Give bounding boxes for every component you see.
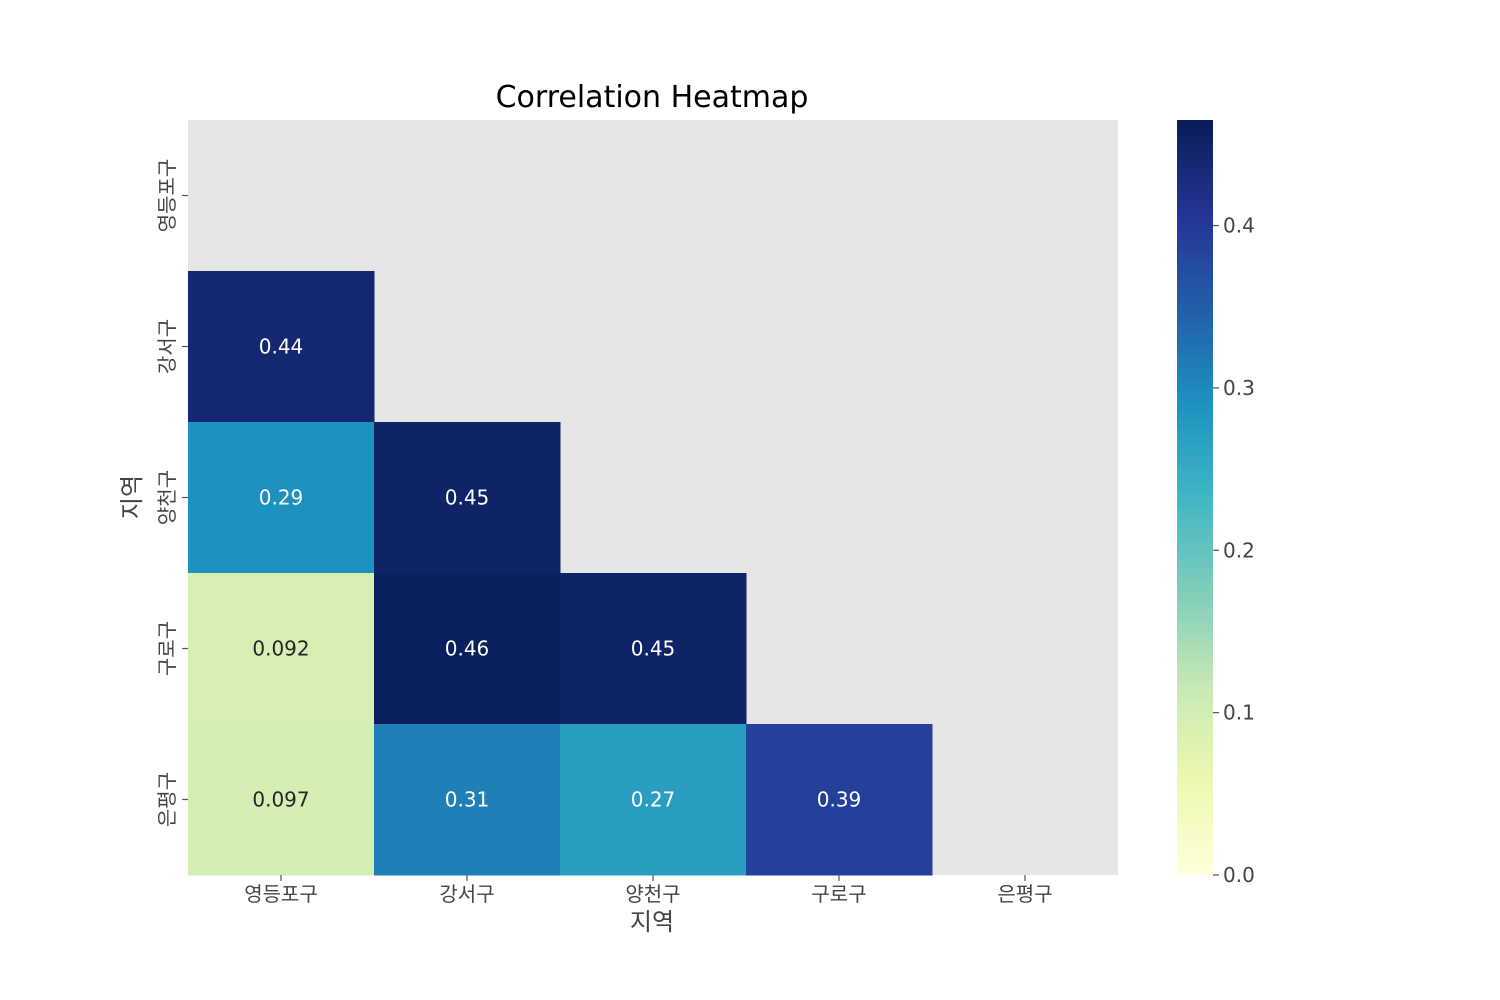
heatmap-cell xyxy=(746,724,933,876)
heatmap-cell xyxy=(374,422,561,574)
cell-value-label: 0.45 xyxy=(445,486,490,510)
y-tick-label: 은평구 xyxy=(155,772,179,827)
x-tick-label: 은평구 xyxy=(997,882,1052,906)
y-axis-label: 지역 xyxy=(118,475,146,519)
cell-value-label: 0.097 xyxy=(252,788,309,812)
colorbar-tick-label: 0.0 xyxy=(1223,863,1255,887)
cell-value-label: 0.27 xyxy=(631,788,676,812)
heatmap-cell xyxy=(374,573,561,725)
heatmap-cell xyxy=(188,422,375,574)
cell-value-label: 0.46 xyxy=(445,637,490,661)
cell-value-label: 0.39 xyxy=(817,788,862,812)
cell-value-label: 0.092 xyxy=(252,637,309,661)
y-tick-label: 구로구 xyxy=(155,621,179,676)
x-tick-label: 양천구 xyxy=(625,882,680,906)
x-axis-ticks: 영등포구 강서구 양천구 구로구 은평구 xyxy=(244,875,1053,906)
colorbar-tick-label: 0.2 xyxy=(1223,538,1255,562)
heatmap-cell xyxy=(188,573,375,725)
y-tick-label: 강서구 xyxy=(155,319,179,374)
colorbar-tick-label: 0.3 xyxy=(1223,376,1255,400)
heatmap-cells: 0.44 0.29 0.45 0.092 0.46 0.45 0.097 0.31 0.27 0.… xyxy=(188,271,933,876)
x-tick-label: 구로구 xyxy=(811,882,866,906)
colorbar-tick-label: 0.4 xyxy=(1223,214,1255,238)
colorbar-ticks: 0.0 0.1 0.2 0.3 0.4 xyxy=(1213,214,1255,887)
heatmap-cell xyxy=(188,271,375,423)
cell-value-label: 0.31 xyxy=(445,788,490,812)
y-tick-label: 영등포구 xyxy=(155,159,179,233)
heatmap-cell xyxy=(560,724,747,876)
colorbar xyxy=(1177,120,1213,875)
chart-title: Correlation Heatmap xyxy=(496,80,809,115)
heatmap-cell xyxy=(374,724,561,876)
x-tick-label: 영등포구 xyxy=(244,882,318,906)
cell-value-label: 0.44 xyxy=(259,335,304,359)
cell-value-label: 0.29 xyxy=(259,486,304,510)
colorbar-tick-label: 0.1 xyxy=(1223,701,1255,725)
x-tick-label: 강서구 xyxy=(439,882,494,906)
heatmap-cell xyxy=(188,724,375,876)
heatmap-cell xyxy=(560,573,747,725)
x-axis-label: 지역 xyxy=(630,908,674,936)
y-tick-label: 양천구 xyxy=(155,470,179,525)
cell-value-label: 0.45 xyxy=(631,637,676,661)
